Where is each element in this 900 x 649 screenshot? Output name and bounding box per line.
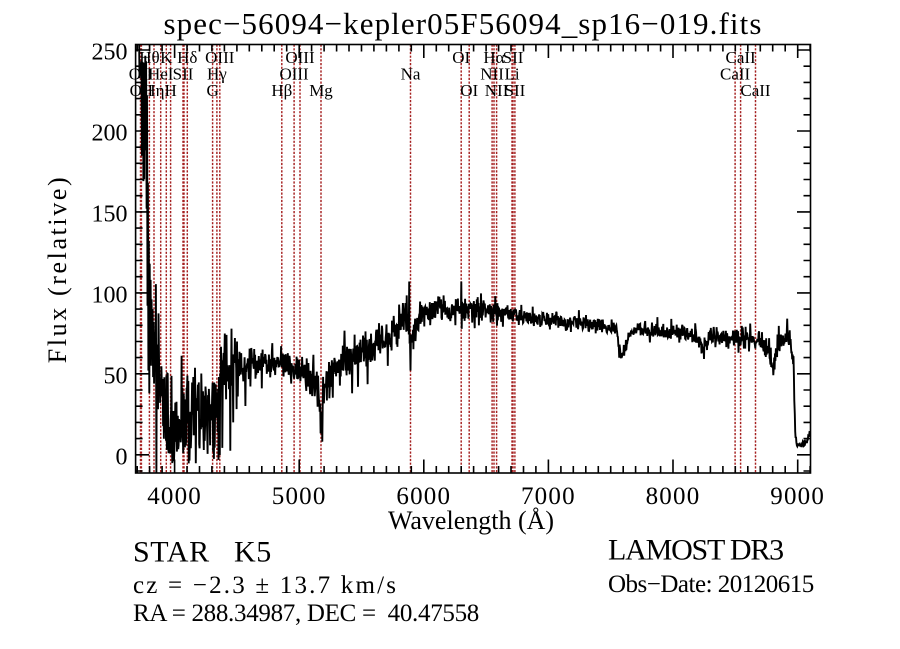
- svg-text:150: 150: [92, 201, 128, 227]
- svg-text:OIII: OIII: [205, 48, 235, 67]
- svg-text:CaII: CaII: [740, 81, 771, 100]
- svg-text:OIII: OIII: [279, 65, 309, 84]
- svg-text:STAR K5: STAR K5: [133, 536, 272, 569]
- svg-text:CaII: CaII: [725, 48, 756, 67]
- svg-text:H: H: [164, 81, 176, 100]
- svg-text:G: G: [206, 81, 218, 100]
- svg-text:50: 50: [104, 363, 128, 389]
- svg-text:Obs−Date: 20120615: Obs−Date: 20120615: [608, 571, 814, 598]
- svg-text:SII: SII: [505, 81, 526, 100]
- svg-text:OII: OII: [129, 65, 153, 84]
- svg-text:HeI: HeI: [148, 65, 174, 84]
- svg-text:CaII: CaII: [720, 65, 751, 84]
- svg-text:7000: 7000: [521, 483, 576, 510]
- svg-text:200: 200: [92, 121, 128, 147]
- svg-text:Wavelength (Å): Wavelength (Å): [388, 506, 554, 535]
- svg-text:5000: 5000: [272, 483, 327, 510]
- svg-text:Hα: Hα: [483, 48, 504, 67]
- svg-text:OI: OI: [460, 81, 478, 100]
- svg-text:OI: OI: [452, 48, 470, 67]
- svg-text:NII: NII: [480, 65, 504, 84]
- svg-text:SII: SII: [503, 48, 524, 67]
- svg-text:Hη: Hη: [143, 81, 164, 100]
- svg-text:6000: 6000: [396, 483, 451, 510]
- svg-text:0: 0: [116, 444, 128, 470]
- svg-text:Flux (relative): Flux (relative): [43, 175, 72, 363]
- svg-text:Hγ: Hγ: [207, 65, 227, 84]
- svg-text:Mg: Mg: [309, 81, 333, 100]
- svg-text:4000: 4000: [147, 483, 202, 510]
- svg-text:100: 100: [92, 282, 128, 308]
- svg-text:NII: NII: [485, 81, 509, 100]
- svg-text:spec−56094−kepler05F56094_sp16: spec−56094−kepler05F56094_sp16−019.fits: [163, 6, 762, 41]
- svg-text:SII: SII: [173, 65, 194, 84]
- svg-text:250: 250: [92, 40, 128, 66]
- svg-text:8000: 8000: [646, 483, 701, 510]
- svg-text:Na: Na: [401, 65, 421, 84]
- svg-text:RA = 288.34987, DEC = 40.4755: RA = 288.34987, DEC = 40.47558: [133, 600, 479, 627]
- svg-text:9000: 9000: [770, 483, 825, 510]
- svg-text:OIII: OIII: [285, 48, 315, 67]
- svg-text:OII: OII: [130, 81, 154, 100]
- svg-text:K: K: [160, 48, 173, 67]
- svg-text:Hδ: Hδ: [177, 48, 197, 67]
- svg-text:Hβ: Hβ: [271, 81, 292, 100]
- svg-text:Hθ: Hθ: [139, 48, 159, 67]
- svg-text:LAMOST DR3: LAMOST DR3: [608, 534, 783, 567]
- svg-text:cz = −2.3 ± 13.7 km/s: cz = −2.3 ± 13.7 km/s: [133, 572, 398, 599]
- svg-text:Li: Li: [504, 65, 519, 84]
